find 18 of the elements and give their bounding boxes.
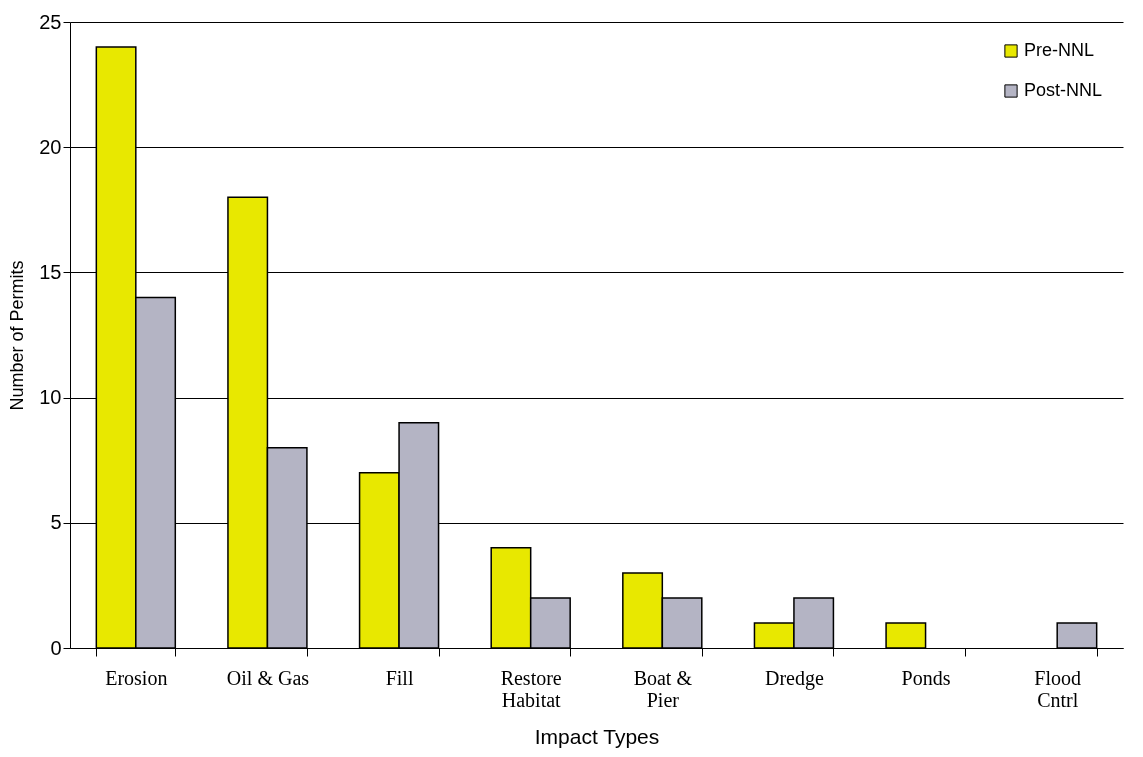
y-tick-label: 25 — [39, 10, 62, 33]
x-tick-label: Restore Habitat — [500, 666, 562, 711]
y-tick-label: 5 — [50, 511, 62, 534]
x-tick-label: Erosion — [105, 666, 168, 689]
x-tick-label: Dredge — [765, 666, 824, 690]
x-tick-label: Flood Cntrl — [1034, 666, 1082, 711]
y-axis-title: Number of Permits — [7, 260, 28, 411]
x-tick-label: Boat & Pier — [633, 666, 693, 711]
y-tick-label: 0 — [50, 636, 62, 659]
legend-label: Post-NNL — [1024, 80, 1103, 100]
x-axis-title: Impact Types — [534, 724, 660, 748]
x-tick-label: Fill — [385, 666, 414, 689]
x-tick-label: Oil & Gas — [226, 666, 310, 689]
y-tick-label: 15 — [39, 260, 62, 283]
y-tick-label: 10 — [39, 386, 62, 409]
y-tick-label: 20 — [39, 135, 62, 158]
x-tick-label: Ponds — [901, 666, 951, 689]
legend-label: Pre-NNL — [1024, 40, 1095, 60]
